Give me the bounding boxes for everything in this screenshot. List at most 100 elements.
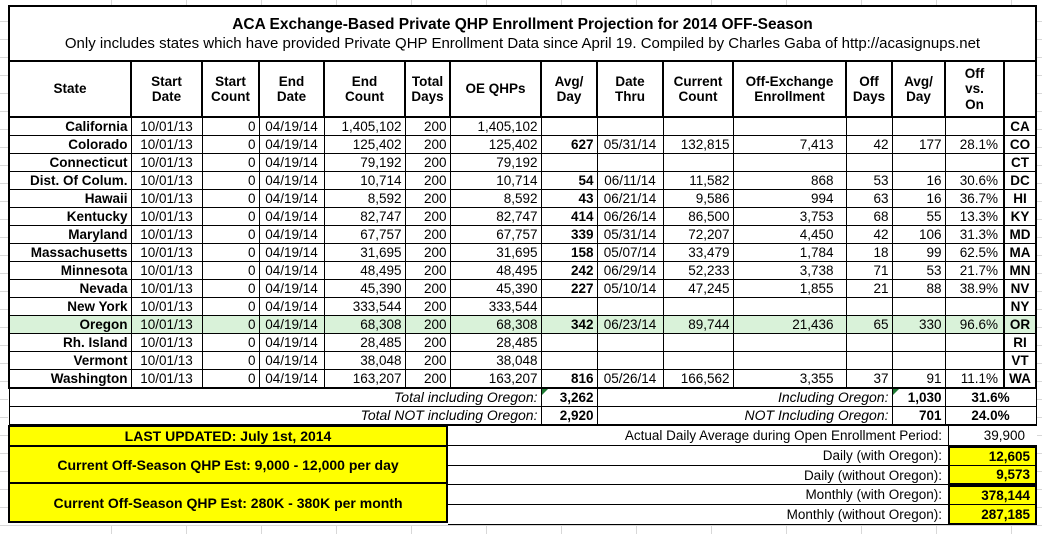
cell-start-count[interactable]: 0 (201, 261, 260, 280)
cell-end-count[interactable]: 68,308 (323, 315, 406, 334)
cell-off-avg-day[interactable] (891, 351, 946, 370)
cell-off-days[interactable] (845, 153, 893, 172)
cell-end-count[interactable]: 28,485 (323, 333, 406, 352)
cell-start-count[interactable]: 0 (201, 189, 260, 208)
cell-off-exchange[interactable]: 994 (732, 189, 847, 208)
cell-avg-day[interactable]: 816 (540, 369, 598, 389)
cell-end-count[interactable]: 67,757 (323, 225, 406, 244)
daily-without-oregon-label[interactable]: Daily (without Oregon): (448, 466, 948, 485)
cell-end-count[interactable]: 333,544 (323, 297, 406, 316)
cell-off-exchange[interactable]: 868 (732, 171, 847, 190)
cell-end-date[interactable]: 04/19/14 (258, 135, 325, 154)
cell-off-vs-on[interactable] (944, 297, 1005, 316)
cell-state-abbr[interactable]: NY (1003, 297, 1037, 316)
cell-oe-qhps[interactable]: 10,714 (449, 171, 542, 190)
col-header-off-exchange[interactable]: Off-Exchange Enrollment (732, 60, 847, 118)
cell-state-abbr[interactable]: RI (1003, 333, 1037, 352)
col-header-start-date[interactable]: Start Date (130, 60, 203, 118)
cell-off-exchange[interactable]: 1,784 (732, 243, 847, 262)
cell-off-exchange[interactable] (732, 297, 847, 316)
cell-off-exchange[interactable] (732, 153, 847, 172)
cell-start-count[interactable]: 0 (201, 171, 260, 190)
cell-end-count[interactable]: 79,192 (323, 153, 406, 172)
cell-oe-qhps[interactable]: 38,048 (449, 351, 542, 370)
pct-including-value[interactable]: 31.6% (944, 387, 1037, 407)
cell-end-date[interactable]: 04/19/14 (258, 207, 325, 226)
cell-oe-qhps[interactable]: 79,192 (449, 153, 542, 172)
cell-off-vs-on[interactable] (944, 153, 1005, 172)
cell-date-thru[interactable]: 06/26/14 (596, 207, 664, 226)
cell-state-abbr[interactable]: CT (1003, 153, 1037, 172)
cell-off-exchange[interactable] (732, 116, 847, 136)
cell-date-thru[interactable]: 05/07/14 (596, 243, 664, 262)
cell-current-count[interactable]: 166,562 (662, 369, 734, 389)
cell-total-days[interactable]: 200 (404, 297, 451, 316)
cell-state-abbr[interactable]: NV (1003, 279, 1037, 298)
cell-state-abbr[interactable]: MA (1003, 243, 1037, 262)
cell-off-avg-day[interactable]: 88 (891, 279, 946, 298)
cell-end-date[interactable]: 04/19/14 (258, 279, 325, 298)
avg-not-including-value[interactable]: 701 (891, 406, 946, 425)
cell-state[interactable]: Kentucky (8, 207, 132, 226)
cell-off-avg-day[interactable] (891, 153, 946, 172)
cell-avg-day[interactable]: 227 (540, 279, 598, 298)
cell-off-vs-on[interactable]: 28.1% (944, 135, 1005, 154)
total-including-value[interactable]: 3,262 (540, 387, 598, 407)
cell-state[interactable]: Vermont (8, 351, 132, 370)
daily-estimate-banner[interactable]: Current Off-Season QHP Est: 9,000 - 12,0… (8, 445, 448, 484)
cell-start-date[interactable]: 10/01/13 (130, 153, 203, 172)
cell-oe-qhps[interactable]: 8,592 (449, 189, 542, 208)
cell-total-days[interactable]: 200 (404, 153, 451, 172)
cell-state-abbr[interactable]: CA (1003, 116, 1037, 136)
cell-avg-day[interactable]: 242 (540, 261, 598, 280)
cell-state[interactable]: Hawaii (8, 189, 132, 208)
cell-avg-day[interactable] (540, 116, 598, 136)
cell-avg-day[interactable]: 414 (540, 207, 598, 226)
cell-off-exchange[interactable]: 21,436 (732, 315, 847, 334)
cell-state[interactable]: Oregon (8, 315, 132, 334)
daily-with-oregon-label[interactable]: Daily (with Oregon): (448, 446, 948, 466)
cell-avg-day[interactable] (540, 351, 598, 370)
cell-current-count[interactable]: 89,744 (662, 315, 734, 334)
cell-off-exchange[interactable]: 3,738 (732, 261, 847, 280)
col-header-current-count[interactable]: Current Count (662, 60, 734, 118)
cell-total-days[interactable]: 200 (404, 225, 451, 244)
cell-total-days[interactable]: 200 (404, 369, 451, 389)
cell-state-abbr[interactable]: WA (1003, 369, 1037, 389)
actual-daily-average-value[interactable]: 39,900 (948, 426, 1037, 446)
cell-current-count[interactable]: 86,500 (662, 207, 734, 226)
cell-oe-qhps[interactable]: 125,402 (449, 135, 542, 154)
cell-start-count[interactable]: 0 (201, 297, 260, 316)
cell-start-date[interactable]: 10/01/13 (130, 351, 203, 370)
monthly-estimate-banner[interactable]: Current Off-Season QHP Est: 280K - 380K … (8, 482, 448, 523)
cell-current-count[interactable]: 132,815 (662, 135, 734, 154)
cell-off-avg-day[interactable]: 99 (891, 243, 946, 262)
cell-start-count[interactable]: 0 (201, 225, 260, 244)
cell-off-days[interactable]: 42 (845, 225, 893, 244)
cell-current-count[interactable] (662, 333, 734, 352)
cell-start-date[interactable]: 10/01/13 (130, 116, 203, 136)
cell-end-date[interactable]: 04/19/14 (258, 116, 325, 136)
cell-start-date[interactable]: 10/01/13 (130, 171, 203, 190)
cell-date-thru[interactable] (596, 333, 664, 352)
cell-oe-qhps[interactable]: 68,308 (449, 315, 542, 334)
cell-off-days[interactable] (845, 297, 893, 316)
cell-start-count[interactable]: 0 (201, 333, 260, 352)
cell-total-days[interactable]: 200 (404, 279, 451, 298)
cell-state[interactable]: Nevada (8, 279, 132, 298)
total-not-including-value[interactable]: 2,920 (540, 406, 598, 425)
cell-start-count[interactable]: 0 (201, 135, 260, 154)
cell-off-exchange[interactable]: 1,855 (732, 279, 847, 298)
cell-end-count[interactable]: 31,695 (323, 243, 406, 262)
cell-start-count[interactable]: 0 (201, 279, 260, 298)
cell-date-thru[interactable]: 06/21/14 (596, 189, 664, 208)
monthly-with-oregon-value[interactable]: 378,144 (948, 485, 1037, 505)
cell-end-date[interactable]: 04/19/14 (258, 189, 325, 208)
cell-off-vs-on[interactable]: 31.3% (944, 225, 1005, 244)
cell-date-thru[interactable]: 05/10/14 (596, 279, 664, 298)
cell-state[interactable]: Rh. Island (8, 333, 132, 352)
cell-off-exchange[interactable] (732, 351, 847, 370)
cell-off-days[interactable]: 42 (845, 135, 893, 154)
cell-start-date[interactable]: 10/01/13 (130, 297, 203, 316)
last-updated-banner[interactable]: LAST UPDATED: July 1st, 2014 (8, 425, 448, 447)
